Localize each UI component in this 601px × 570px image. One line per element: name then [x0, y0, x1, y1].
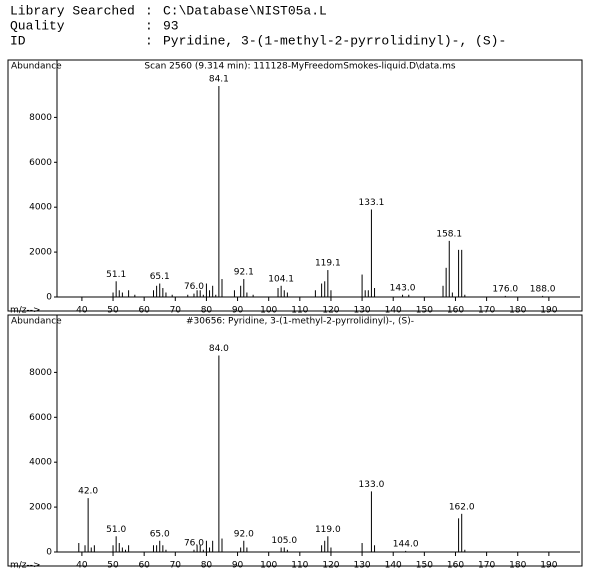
peak-label: 84.1 — [209, 74, 229, 84]
x-tick-label: 60 — [138, 306, 150, 316]
x-axis-label: m/z--> — [10, 561, 41, 570]
peak-label: 76.0 — [184, 538, 204, 548]
y-tick-label: 0 — [46, 293, 52, 303]
y-axis-label: Abundance — [11, 62, 62, 72]
y-tick-label: 8000 — [29, 113, 52, 123]
peak-label: 104.1 — [268, 274, 294, 284]
x-tick-label: 150 — [416, 561, 433, 570]
x-tick-label: 60 — [138, 561, 150, 570]
peak-label: 42.0 — [78, 487, 98, 497]
peak-label: 65.1 — [150, 272, 170, 282]
x-tick-label: 160 — [447, 306, 464, 316]
x-tick-label: 50 — [107, 561, 119, 570]
x-tick-label: 40 — [76, 306, 88, 316]
y-tick-label: 2000 — [29, 248, 52, 258]
y-tick-label: 2000 — [29, 503, 52, 513]
x-tick-label: 130 — [353, 306, 370, 316]
x-tick-label: 180 — [509, 561, 526, 570]
y-tick-label: 4000 — [29, 203, 52, 213]
x-tick-label: 190 — [540, 561, 557, 570]
x-tick-label: 90 — [232, 306, 244, 316]
peak-label: 133.1 — [359, 198, 385, 208]
header: Library Searched : C:\Database\NIST05a.L… — [10, 3, 506, 48]
header-value: 93 — [163, 18, 179, 33]
x-tick-label: 120 — [322, 561, 339, 570]
y-tick-label: 6000 — [29, 413, 52, 423]
x-tick-label: 160 — [447, 561, 464, 570]
peak-label: 92.1 — [234, 268, 254, 278]
y-tick-label: 6000 — [29, 158, 52, 168]
peak-label: 162.0 — [449, 502, 475, 512]
x-tick-label: 180 — [509, 306, 526, 316]
peak-label: 105.0 — [271, 536, 297, 546]
x-tick-label: 130 — [353, 561, 370, 570]
peak-label: 84.0 — [209, 344, 229, 354]
x-tick-label: 70 — [170, 561, 182, 570]
y-tick-label: 8000 — [29, 368, 52, 378]
x-tick-label: 110 — [291, 561, 308, 570]
x-tick-label: 90 — [232, 561, 244, 570]
peak-label: 119.0 — [315, 525, 341, 535]
header-separator: : — [145, 33, 153, 48]
x-tick-label: 100 — [260, 306, 277, 316]
peak-label: 51.1 — [106, 270, 126, 280]
header-value: C:\Database\NIST05a.L — [163, 3, 327, 18]
header-key: Library Searched — [10, 3, 135, 18]
x-tick-label: 110 — [291, 306, 308, 316]
x-tick-label: 150 — [416, 306, 433, 316]
peak-label: 143.0 — [390, 283, 416, 293]
x-tick-label: 170 — [478, 561, 495, 570]
header-key: ID — [10, 33, 26, 48]
peak-label: 176.0 — [492, 284, 518, 294]
header-key: Quality — [10, 18, 65, 33]
x-tick-label: 190 — [540, 306, 557, 316]
x-tick-label: 50 — [107, 306, 119, 316]
header-separator: : — [145, 18, 153, 33]
x-tick-label: 80 — [201, 306, 213, 316]
peak-label: 92.0 — [234, 529, 254, 539]
x-tick-label: 100 — [260, 561, 277, 570]
peak-label: 65.0 — [150, 529, 170, 539]
peak-label: 188.0 — [530, 284, 556, 294]
x-tick-label: 140 — [385, 561, 402, 570]
x-tick-label: 80 — [201, 561, 213, 570]
x-tick-label: 70 — [170, 306, 182, 316]
x-axis-label: m/z--> — [10, 306, 41, 316]
x-tick-label: 140 — [385, 306, 402, 316]
peak-label: 119.1 — [315, 259, 341, 269]
x-tick-label: 40 — [76, 561, 88, 570]
x-tick-label: 170 — [478, 306, 495, 316]
header-value: Pyridine, 3-(1-methyl-2-pyrrolidinyl)-, … — [163, 33, 506, 48]
y-tick-label: 0 — [46, 548, 52, 558]
chart-title: Scan 2560 (9.314 min): 111128-MyFreedomS… — [144, 62, 456, 72]
y-axis-label: Abundance — [11, 317, 62, 327]
y-tick-label: 4000 — [29, 458, 52, 468]
chart-title: #30656: Pyridine, 3-(1-methyl-2-pyrrolid… — [186, 317, 414, 327]
peak-label: 144.0 — [393, 539, 419, 549]
peak-label: 76.0 — [184, 282, 204, 292]
peak-label: 158.1 — [436, 229, 462, 239]
peak-label: 51.0 — [106, 525, 126, 535]
panel-frame — [7, 59, 583, 312]
x-tick-label: 120 — [322, 306, 339, 316]
peak-label: 133.0 — [359, 480, 385, 490]
header-separator: : — [145, 3, 153, 18]
panel-frame — [7, 314, 583, 567]
